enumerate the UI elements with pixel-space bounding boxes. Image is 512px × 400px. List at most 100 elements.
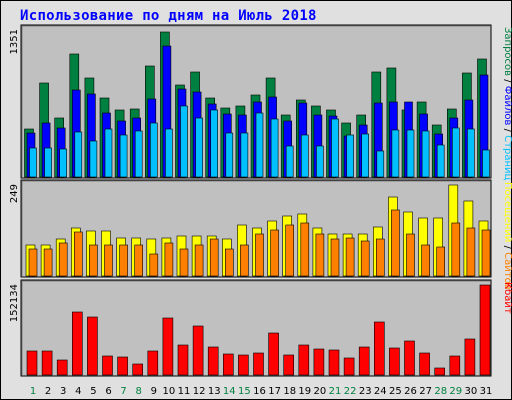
sites-bar <box>255 233 264 277</box>
sites-bar <box>315 233 325 277</box>
kbytes-bar <box>147 350 159 376</box>
kbytes-bar <box>358 346 370 376</box>
pages-bar <box>270 118 279 178</box>
kbytes-bar <box>373 321 385 376</box>
day-label: 26 <box>404 386 417 397</box>
sites-bar <box>451 222 461 277</box>
sites-bar <box>225 248 234 277</box>
pages-bar <box>210 109 218 178</box>
pages-bar <box>331 118 339 178</box>
pages-bar <box>29 147 37 178</box>
pages-bar <box>150 122 158 178</box>
pages-bar <box>316 145 324 178</box>
pages-bar <box>195 117 203 178</box>
pages-bar <box>119 134 128 178</box>
kbytes-bar <box>328 349 340 376</box>
sites-bar <box>194 244 204 277</box>
day-label: 6 <box>105 386 111 397</box>
kbytes-bar <box>223 353 234 376</box>
day-label: 2 <box>45 386 51 397</box>
day-label: 4 <box>75 386 81 397</box>
kbytes-bar <box>268 332 279 376</box>
hits-ymax-label: 1351 <box>9 29 20 54</box>
chart-title: Использование по дням на Июль 2018 <box>20 8 317 24</box>
day-label: 25 <box>389 386 402 397</box>
pages-bar <box>165 128 173 178</box>
pages-bar <box>406 129 415 178</box>
kbytes-bar <box>253 352 264 376</box>
day-label: 1 <box>30 386 36 397</box>
sites-bar <box>285 224 295 277</box>
middle-series-label: Посещений / Сайтов <box>502 182 512 290</box>
day-label: 17 <box>268 386 281 397</box>
day-label: 24 <box>374 386 387 397</box>
day-label: 5 <box>90 386 96 397</box>
visits-ymax-label: 249 <box>9 184 20 203</box>
kbytes-bar <box>102 355 113 376</box>
sites-bar <box>270 229 279 277</box>
day-label: 16 <box>253 386 266 397</box>
pages-bar <box>376 150 385 178</box>
sites-bar <box>119 244 128 277</box>
sites-bar <box>391 209 400 277</box>
kbytes-ymax-label: 152134 <box>9 284 20 322</box>
day-label: 22 <box>344 386 357 397</box>
kbytes-bar <box>479 284 491 376</box>
pages-bar <box>451 127 460 178</box>
sites-bar <box>134 244 143 277</box>
day-label: 12 <box>193 386 206 397</box>
sites-bar <box>28 248 38 277</box>
sites-bar <box>104 244 113 277</box>
kbytes-bar <box>192 325 204 376</box>
kbytes-bar <box>419 352 430 376</box>
kbytes-bar <box>56 359 68 376</box>
pages-bar <box>482 149 490 178</box>
sites-bar <box>345 237 355 277</box>
kbytes-bar <box>464 338 476 376</box>
kbytes-bar <box>238 354 249 376</box>
kbytes-bar <box>298 344 310 376</box>
pages-bar <box>134 130 143 178</box>
sites-bar <box>406 233 415 277</box>
pages-bar <box>300 134 309 178</box>
sites-bar <box>179 248 189 277</box>
day-label: 30 <box>465 386 478 397</box>
sites-bar <box>375 238 385 277</box>
kbytes-bar <box>72 311 83 376</box>
day-label: 8 <box>136 386 142 397</box>
day-label: 13 <box>208 386 221 397</box>
sites-bar <box>149 253 159 277</box>
sites-bar <box>436 246 446 277</box>
pages-bar <box>255 112 264 178</box>
kbytes-bar <box>283 354 295 376</box>
day-label: 20 <box>314 386 327 397</box>
kbytes-bar <box>162 317 174 376</box>
pages-bar <box>436 144 445 178</box>
day-label: 29 <box>449 386 462 397</box>
day-label: 9 <box>151 386 157 397</box>
day-label: 14 <box>223 386 236 397</box>
day-label: 7 <box>120 386 126 397</box>
sites-bar <box>240 244 249 277</box>
day-label: 10 <box>163 386 176 397</box>
sites-bar <box>466 227 476 277</box>
kbytes-bar <box>41 350 53 376</box>
kbytes-bar <box>389 347 400 376</box>
sites-bar <box>481 229 491 277</box>
day-label: 19 <box>298 386 311 397</box>
pages-bar <box>346 134 354 178</box>
sites-bar <box>74 231 83 277</box>
kbytes-bar <box>207 346 219 376</box>
pages-bar <box>59 148 68 178</box>
sites-bar <box>209 238 219 277</box>
sites-bar <box>421 244 430 277</box>
pages-bar <box>180 105 188 178</box>
day-label: 27 <box>419 386 432 397</box>
pages-bar <box>285 145 294 178</box>
day-label: 21 <box>329 386 342 397</box>
pages-bar <box>391 129 400 178</box>
pages-bar <box>467 128 475 178</box>
pages-bar <box>104 128 113 178</box>
day-label: 15 <box>238 386 251 397</box>
